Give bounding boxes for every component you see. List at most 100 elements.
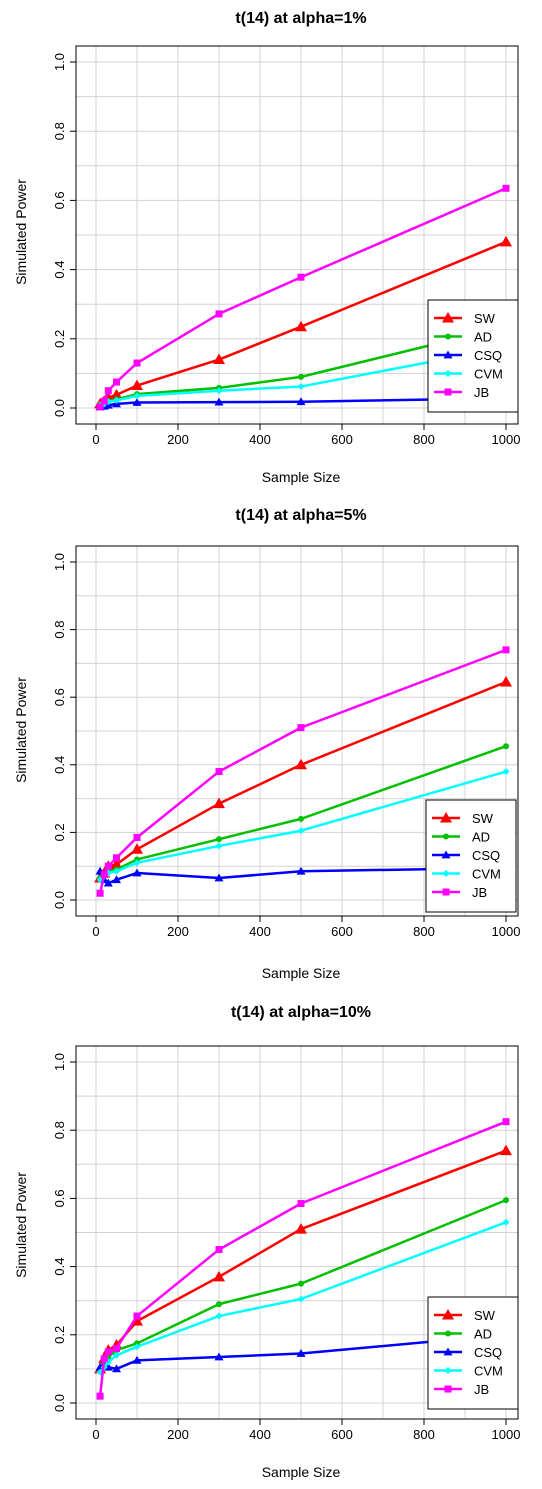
data-point-jb	[104, 862, 112, 870]
data-point-ad	[216, 1301, 222, 1308]
data-point-ad	[503, 1197, 509, 1204]
y-tick-label: 0.6	[52, 191, 67, 209]
chart-panel-3: t(14) at alpha=10% Sample Size Simulated…	[0, 993, 542, 1489]
x-axis-label: Sample Size	[262, 965, 341, 981]
data-point-csq	[112, 875, 121, 884]
legend-marker-ad	[443, 833, 449, 840]
y-axis-label: Simulated Power	[13, 179, 29, 285]
data-point-csq	[132, 868, 142, 877]
legend: SW AD CSQ CVM JB	[427, 299, 519, 413]
data-point-ad	[298, 1280, 304, 1287]
legend-marker-cvm	[442, 870, 450, 877]
data-point-sw	[110, 858, 123, 870]
legend-label-cvm: CVM	[474, 367, 503, 382]
legend-label-ad: AD	[472, 830, 490, 845]
series-group	[94, 646, 512, 897]
legend-label-csq: CSQ	[474, 348, 502, 363]
x-tick-label: 800	[413, 1427, 435, 1442]
chart-panel-2: t(14) at alpha=5% Sample Size Simulated …	[0, 496, 542, 992]
x-tick-label: 200	[167, 924, 189, 939]
data-point-csq	[132, 397, 142, 406]
data-point-jb	[96, 889, 104, 897]
data-point-sw	[295, 758, 307, 770]
data-point-csq	[214, 1352, 224, 1361]
x-tick-label: 0	[92, 432, 99, 447]
legend-label-cvm: CVM	[472, 867, 501, 882]
legend-marker-ad	[445, 1330, 451, 1337]
y-tick-label: 0.2	[52, 330, 67, 348]
series-group	[94, 184, 512, 411]
y-tick-label: 0.8	[52, 621, 67, 639]
data-point-cvm	[502, 768, 510, 776]
x-tick-label: 1000	[492, 432, 521, 447]
legend-marker-sw	[440, 812, 452, 823]
legend-marker-cvm	[444, 1367, 452, 1374]
y-tick-label: 0.0	[52, 399, 67, 417]
chart-svg-3: t(14) at alpha=10% Sample Size Simulated…	[13, 1004, 521, 1480]
x-tick-label: 200	[167, 1427, 189, 1442]
chart-title: t(14) at alpha=10%	[231, 1004, 371, 1021]
x-axis-label: Sample Size	[262, 1464, 341, 1480]
y-tick-label: 1.0	[52, 553, 67, 571]
data-point-ad	[503, 743, 509, 750]
x-tick-label: 1000	[492, 1427, 521, 1442]
legend-marker-csq	[441, 850, 451, 859]
x-tick-label: 200	[167, 432, 189, 447]
data-point-jb	[100, 871, 108, 879]
data-point-ad	[298, 815, 304, 822]
y-axis-label: Simulated Power	[13, 1172, 29, 1278]
data-point-cvm	[113, 396, 120, 404]
x-axis: 0 200 400 600 800 1000	[92, 916, 520, 939]
data-point-jb	[113, 854, 120, 862]
x-tick-label: 400	[249, 432, 271, 447]
data-point-csq	[296, 397, 306, 406]
data-point-jb	[215, 310, 223, 318]
data-point-jb	[297, 273, 305, 281]
x-tick-label: 0	[92, 924, 99, 939]
data-point-ad	[216, 836, 222, 843]
data-point-csq	[214, 397, 224, 406]
data-point-jb	[502, 646, 510, 654]
legend-marker-ad	[445, 333, 451, 340]
series-group	[94, 1118, 512, 1400]
data-point-jb	[113, 378, 120, 386]
y-tick-label: 0.2	[52, 1326, 67, 1344]
data-point-cvm	[133, 392, 141, 400]
x-tick-label: 0	[92, 1427, 99, 1442]
x-tick-label: 600	[331, 924, 353, 939]
legend: SW AD CSQ CVM JB	[425, 799, 517, 913]
plot-frame	[75, 545, 519, 917]
data-point-cvm	[104, 1358, 112, 1366]
legend-label-ad: AD	[474, 330, 492, 345]
data-point-jb	[297, 724, 305, 732]
data-point-csq	[103, 878, 113, 887]
y-axis: 0.0 0.2 0.4 0.6 0.8 1.0	[52, 553, 76, 909]
data-point-jb	[100, 1355, 108, 1363]
data-point-sw	[295, 320, 307, 332]
y-tick-label: 0.4	[52, 756, 67, 774]
data-point-jb	[104, 1348, 112, 1356]
data-point-jb	[96, 1392, 104, 1400]
y-tick-label: 0.4	[52, 1258, 67, 1276]
chart-panel-1: t(14) at alpha=1% Sample Size Simulated …	[0, 0, 542, 496]
legend-label-cvm: CVM	[474, 1364, 503, 1379]
y-axis-label: Simulated Power	[13, 677, 29, 783]
legend-label-sw: SW	[474, 1308, 496, 1323]
y-tick-label: 0.4	[52, 261, 67, 279]
data-point-jb	[297, 1200, 305, 1208]
data-point-cvm	[113, 867, 120, 875]
data-point-csq	[132, 1355, 142, 1364]
data-point-csq	[296, 1349, 306, 1357]
data-point-sw	[500, 1144, 512, 1156]
legend-marker-sw	[442, 312, 454, 323]
data-point-jb	[113, 1344, 120, 1352]
y-tick-label: 0.0	[52, 891, 67, 909]
x-tick-label: 600	[331, 432, 353, 447]
y-tick-label: 0.8	[52, 1121, 67, 1139]
data-point-cvm	[502, 1218, 510, 1226]
data-point-sw	[213, 353, 225, 365]
data-point-jb	[104, 387, 112, 395]
x-tick-label: 1000	[492, 924, 521, 939]
legend-label-sw: SW	[472, 811, 494, 826]
data-point-sw	[131, 379, 143, 391]
